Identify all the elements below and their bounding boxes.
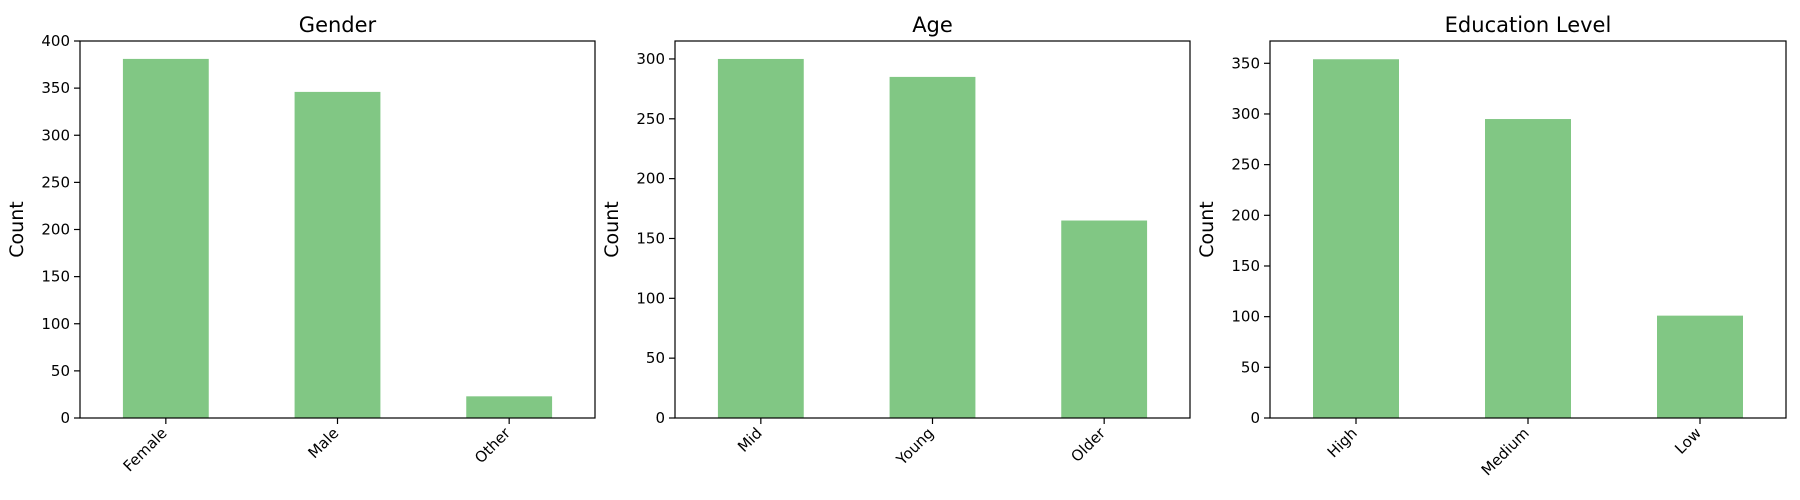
y-axis-label: Count [601,201,623,257]
y-tick-label: 250 [636,110,665,128]
y-tick-label: 150 [41,268,70,286]
y-tick-label: 300 [41,126,70,144]
y-tick-label: 100 [41,315,70,333]
y-tick-label: 350 [1231,54,1260,72]
y-tick-label: 0 [60,409,70,427]
bar-mid [717,58,804,418]
y-tick-label: 200 [1231,206,1260,224]
x-tick-label: Mid [734,424,766,456]
y-tick-label: 250 [41,173,70,191]
x-tick-label: Young [892,424,937,469]
y-tick-label: 200 [636,170,665,188]
bar-male [294,91,381,419]
chart-panel-2: Age 0 50 100 150 200 250 300 Mid Young Older Count [601,13,1191,469]
y-tick-label: 400 [41,32,70,50]
bar-young [889,76,976,419]
chart-title: Age [912,13,953,37]
x-tick-label: Male [304,424,342,462]
y-tick-label: 150 [636,229,665,247]
y-axis-label: Count [1196,201,1218,257]
y-axis-label: Count [6,201,28,257]
chart-title: Gender [299,13,377,37]
y-tick-label: 250 [1231,156,1260,174]
y-tick-label: 350 [41,79,70,97]
x-tick-label: Older [1067,424,1109,466]
x-tick-label: High [1324,424,1361,461]
y-tick-label: 50 [646,349,665,367]
y-tick-label: 100 [636,289,665,307]
y-tick-label: 0 [1250,409,1260,427]
y-tick-label: 50 [1241,358,1260,376]
x-tick-label: Other [471,424,514,467]
y-tick-label: 0 [655,409,665,427]
bar-older [1061,220,1148,418]
y-tick-label: 300 [1231,105,1260,123]
bar-female [122,58,209,418]
bar-medium [1485,119,1571,418]
chart-title: Education Level [1445,13,1612,37]
y-tick-label: 300 [636,50,665,68]
y-tick-label: 100 [1231,308,1260,326]
chart-panel-3: Education Level 0 50 100 150 200 250 300 350 High… [1196,13,1787,479]
bar-other [466,396,553,418]
chart-panel-1: Gender 0 50 100 150 200 250 300 350 400 Female Male… [6,13,596,475]
bar-low [1657,315,1743,418]
y-tick-label: 200 [41,221,70,239]
x-tick-label: Low [1671,424,1705,458]
y-tick-label: 150 [1231,257,1260,275]
x-tick-label: Female [120,424,171,475]
y-tick-label: 50 [51,362,70,380]
bar-high [1313,59,1399,418]
x-tick-label: Medium [1478,424,1533,479]
